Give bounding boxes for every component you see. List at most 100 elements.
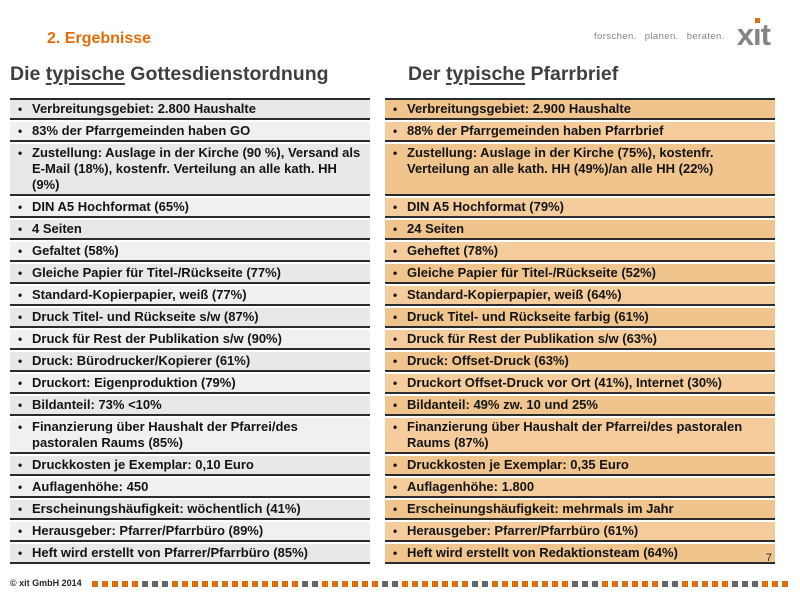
row-text-left: Heft wird erstellt von Pfarrer/Pfarrbüro…: [32, 545, 308, 560]
dash-orange: [232, 581, 238, 587]
bullet-icon: •: [18, 244, 23, 258]
table-row: • DIN A5 Hochformat (65%) • DIN A5 Hochf…: [10, 198, 775, 218]
dash-orange: [412, 581, 418, 587]
table-cell-right: • Auflagenhöhe: 1.800: [385, 478, 775, 498]
dash-orange: [402, 581, 408, 587]
logo-letter-t: t: [760, 17, 771, 52]
dash-orange: [682, 581, 688, 587]
dash-orange: [222, 581, 228, 587]
dash-orange: [442, 581, 448, 587]
table-row: • Zustellung: Auslage in der Kirche (90 …: [10, 144, 775, 196]
table-cell-left: • Bildanteil: 73% <10%: [10, 396, 370, 416]
dash-orange: [192, 581, 198, 587]
table-cell-left: • Herausgeber: Pfarrer/Pfarrbüro (89%): [10, 522, 370, 542]
dash-orange: [722, 581, 728, 587]
dash-orange: [632, 581, 638, 587]
row-text-right: Geheftet (78%): [407, 243, 499, 258]
table-cell-right: • Geheftet (78%): [385, 242, 775, 262]
table-row: • Druck Titel- und Rückseite s/w (87%) •…: [10, 308, 775, 328]
table-cell-left: • 4 Seiten: [10, 220, 370, 240]
dash-orange: [782, 581, 788, 587]
table-cell-left: • Druck für Rest der Publikation s/w (90…: [10, 330, 370, 350]
table-cell-left: • DIN A5 Hochformat (65%): [10, 198, 370, 218]
bullet-icon: •: [393, 200, 398, 214]
bullet-icon: •: [18, 310, 23, 324]
bullet-icon: •: [18, 376, 23, 390]
bullet-icon: •: [18, 332, 23, 346]
dash-gray: [732, 581, 738, 587]
table-row: • 4 Seiten • 24 Seiten: [10, 220, 775, 240]
dash-gray: [152, 581, 158, 587]
xit-logo: x ıt: [737, 17, 771, 52]
dash-orange: [422, 581, 428, 587]
page-number: 7: [765, 552, 772, 564]
bullet-icon: •: [393, 458, 398, 472]
table-cell-left: • Heft wird erstellt von Pfarrer/Pfarrbü…: [10, 544, 370, 564]
row-text-left: Bildanteil: 73% <10%: [32, 397, 162, 412]
dash-orange: [522, 581, 528, 587]
row-text-left: Druck für Rest der Publikation s/w (90%): [32, 331, 282, 346]
dash-gray: [302, 581, 308, 587]
dash-orange: [172, 581, 178, 587]
dash-orange: [702, 581, 708, 587]
row-text-right: 88% der Pfarrgemeinden haben Pfarrbrief: [407, 123, 664, 138]
dash-orange: [352, 581, 358, 587]
dash-orange: [272, 581, 278, 587]
dash-gray: [162, 581, 168, 587]
table-cell-right: • Druckkosten je Exemplar: 0,35 Euro: [385, 456, 775, 476]
table-row: • Verbreitungsgebiet: 2.800 Haushalte • …: [10, 98, 775, 120]
dash-orange: [552, 581, 558, 587]
table-row: • Gefaltet (58%) • Geheftet (78%): [10, 242, 775, 262]
logo-letter-i: ı: [753, 17, 762, 52]
dash-orange: [502, 581, 508, 587]
logo-orange-dot-icon: [755, 18, 761, 23]
table-cell-left: • Finanzierung über Haushalt der Pfarrei…: [10, 418, 370, 454]
table-row: • Standard-Kopierpapier, weiß (77%) • St…: [10, 286, 775, 306]
table-cell-left: • Auflagenhöhe: 450: [10, 478, 370, 498]
row-text-left: Erscheinungshäufigkeit: wöchentlich (41%…: [32, 501, 301, 516]
table-cell-left: • 83% der Pfarrgemeinden haben GO: [10, 122, 370, 142]
row-text-right: Verbreitungsgebiet: 2.900 Haushalte: [407, 101, 631, 116]
comparison-table: • Verbreitungsgebiet: 2.800 Haushalte • …: [10, 98, 775, 566]
bullet-icon: •: [393, 546, 398, 560]
row-text-right: Zustellung: Auslage in der Kirche (75%),…: [407, 145, 714, 176]
table-row: • 83% der Pfarrgemeinden haben GO • 88% …: [10, 122, 775, 142]
table-cell-right: • 24 Seiten: [385, 220, 775, 240]
bullet-icon: •: [393, 376, 398, 390]
table-cell-left: • Druck Titel- und Rückseite s/w (87%): [10, 308, 370, 328]
dash-orange: [652, 581, 658, 587]
column-header-left: Die typische Gottesdienstordnung: [10, 63, 329, 85]
table-row: • Herausgeber: Pfarrer/Pfarrbüro (89%) •…: [10, 522, 775, 542]
table-row: • Heft wird erstellt von Pfarrer/Pfarrbü…: [10, 544, 775, 564]
dash-orange: [542, 581, 548, 587]
row-text-right: Auflagenhöhe: 1.800: [407, 479, 535, 494]
bullet-icon: •: [18, 480, 23, 494]
bullet-icon: •: [18, 288, 23, 302]
bullet-icon: •: [18, 266, 23, 280]
row-text-left: Auflagenhöhe: 450: [32, 479, 149, 494]
table-row: • Auflagenhöhe: 450 • Auflagenhöhe: 1.80…: [10, 478, 775, 498]
copyright-text: © xit GmbH 2014: [10, 578, 82, 588]
dash-gray: [392, 581, 398, 587]
row-text-right: Druck: Offset-Druck (63%): [407, 353, 569, 368]
dash-orange: [602, 581, 608, 587]
dash-orange: [132, 581, 138, 587]
row-text-left: Gleiche Papier für Titel-/Rückseite (77%…: [32, 265, 282, 280]
bullet-icon: •: [393, 524, 398, 538]
dash-orange: [612, 581, 618, 587]
bullet-icon: •: [393, 288, 398, 302]
dash-orange: [692, 581, 698, 587]
dash-orange: [362, 581, 368, 587]
dash-gray: [742, 581, 748, 587]
dash-orange: [242, 581, 248, 587]
bullet-icon: •: [18, 524, 23, 538]
footer-dashed-divider: [92, 581, 788, 587]
dash-orange: [512, 581, 518, 587]
bullet-icon: •: [18, 458, 23, 472]
dash-orange: [712, 581, 718, 587]
dash-orange: [342, 581, 348, 587]
dash-orange: [642, 581, 648, 587]
dash-orange: [102, 581, 108, 587]
row-text-left: Druckort: Eigenproduktion (79%): [32, 375, 236, 390]
